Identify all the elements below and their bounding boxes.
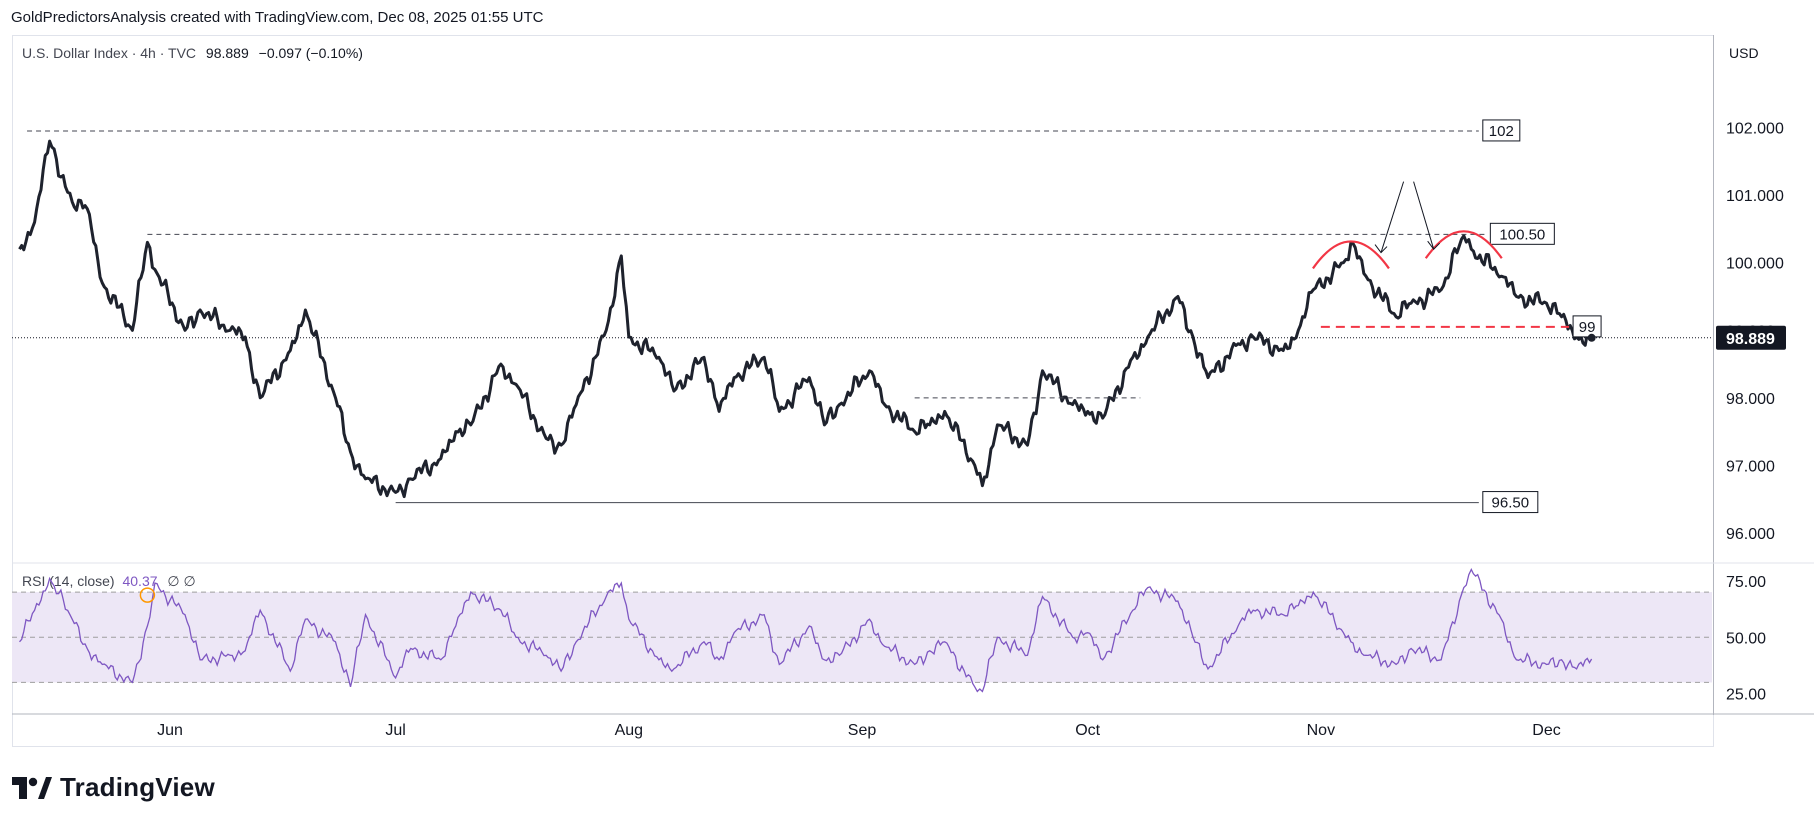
time-tick-label-1: Jul xyxy=(385,722,405,739)
price-axis-separator xyxy=(1713,35,1714,715)
rsi-signal-marker xyxy=(139,587,156,603)
time-tick-label-2: Aug xyxy=(615,722,643,739)
tradingview-logo-icon xyxy=(12,776,52,799)
rsi-tick-label-1: 50.00 xyxy=(1726,630,1766,647)
symbol-legend-last: 98.889 xyxy=(205,45,249,61)
svg-text:100.50: 100.50 xyxy=(1499,226,1545,243)
rsi-tick-label-0: 25.00 xyxy=(1726,687,1766,704)
rsi-tick-label-2: 75.00 xyxy=(1726,574,1766,591)
price-tick-label-6: 102.000 xyxy=(1726,121,1784,138)
symbol-legend-title: U.S. Dollar Index · 4h · TVC xyxy=(22,45,197,61)
rsi-legend: RSI (14, close) 40.37 ∅ ∅ xyxy=(22,573,196,590)
svg-text:99: 99 xyxy=(1579,319,1596,336)
time-tick-label-5: Nov xyxy=(1307,722,1335,739)
annotation-arrowhead-1 xyxy=(1374,244,1388,254)
time-tick-label-4: Oct xyxy=(1075,722,1100,739)
annotation-arrowhead-2 xyxy=(1427,240,1441,250)
price-series-line xyxy=(18,139,1593,499)
price-tick-label-4: 100.000 xyxy=(1726,256,1784,273)
rsi-legend-extra: ∅ ∅ xyxy=(167,573,196,589)
level-label-2: 96.50 xyxy=(1482,491,1539,514)
rsi-legend-value: 40.37 xyxy=(122,573,158,589)
level-label-0: 102 xyxy=(1482,119,1521,142)
currency-label[interactable]: USD xyxy=(1729,45,1759,61)
time-tick-label-6: Dec xyxy=(1532,722,1560,739)
double-top-arc-1 xyxy=(1312,240,1390,270)
time-tick-label-0: Jun xyxy=(157,722,183,739)
svg-text:102: 102 xyxy=(1489,123,1514,140)
price-tick-label-2: 98.000 xyxy=(1726,391,1775,408)
symbol-legend-change: −0.097 (−0.10%) xyxy=(258,45,363,61)
tradingview-logo-text: TradingView xyxy=(60,772,215,802)
last-price-dot xyxy=(1587,333,1596,342)
annotation-arrow-1 xyxy=(1380,181,1405,253)
tradingview-logo[interactable]: TradingView xyxy=(12,772,215,803)
annotation-arrow-2 xyxy=(1413,181,1435,250)
last-price-tag: 98.889 xyxy=(1716,325,1786,350)
rsi-legend-title: RSI (14, close) xyxy=(22,573,115,589)
chart-canvas: 102100.5096.509996.00097.00098.00099.000… xyxy=(12,119,1814,739)
symbol-legend: U.S. Dollar Index · 4h · TVC 98.889 −0.0… xyxy=(22,45,363,61)
price-tick-label-0: 96.000 xyxy=(1726,526,1775,543)
svg-text:96.50: 96.50 xyxy=(1492,495,1530,512)
chart-credit: GoldPredictorsAnalysis created with Trad… xyxy=(11,9,544,26)
time-tick-label-3: Sep xyxy=(848,722,877,739)
price-tick-label-1: 97.000 xyxy=(1726,458,1775,475)
level-label-3: 99 xyxy=(1572,315,1602,338)
rsi-series-line xyxy=(19,568,1593,693)
svg-text:98.889: 98.889 xyxy=(1726,331,1775,348)
level-label-1: 100.50 xyxy=(1489,222,1555,245)
price-tick-label-5: 101.000 xyxy=(1726,188,1784,205)
